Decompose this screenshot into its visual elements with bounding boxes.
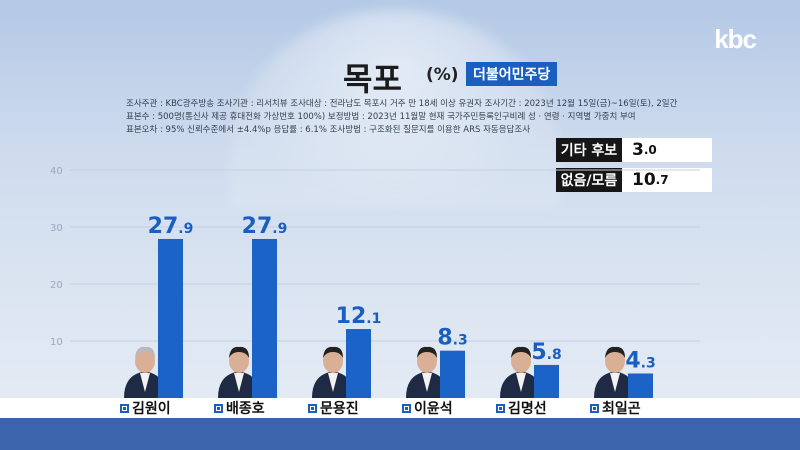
candidate-name-label: 이윤석 bbox=[414, 401, 453, 417]
bar-1 bbox=[158, 238, 183, 398]
unit-label: (%) bbox=[426, 65, 459, 85]
party-mark-icon bbox=[214, 403, 223, 413]
title-row: 목포 (%) 더불어민주당 bbox=[0, 54, 800, 98]
legend-box-label: 기타 후보 bbox=[556, 138, 622, 162]
candidate-name-label: 문용진 bbox=[320, 401, 359, 417]
bar-value-label: 12.1 bbox=[336, 304, 382, 329]
bar-3 bbox=[346, 329, 371, 398]
party-mark-icon bbox=[308, 403, 317, 413]
legend-box-none: 없음/모름 10.7 bbox=[556, 168, 712, 192]
candidate-name-label: 김명선 bbox=[508, 401, 547, 417]
bar-2 bbox=[252, 238, 277, 398]
bar-value-label: 8.3 bbox=[437, 326, 467, 351]
bar-value-label: 5.8 bbox=[531, 340, 561, 365]
legend-box-value: 10.7 bbox=[622, 168, 712, 192]
candidate-name-bar bbox=[0, 398, 800, 418]
candidate-photo bbox=[124, 346, 166, 398]
candidate-name-label: 최일곤 bbox=[602, 401, 641, 417]
bottom-band bbox=[0, 418, 800, 450]
candidate-name: 최일곤 bbox=[590, 398, 641, 418]
candidate-name: 김명선 bbox=[496, 398, 547, 418]
party-mark-icon bbox=[402, 403, 411, 413]
bar-value-label: 4.3 bbox=[625, 348, 655, 373]
candidate-photo bbox=[312, 346, 354, 398]
y-tick-label: 20 bbox=[50, 280, 63, 291]
party-mark-icon bbox=[590, 403, 599, 413]
legend-box-other: 기타 후보 3.0 bbox=[556, 138, 712, 162]
candidate-name: 배종호 bbox=[214, 398, 265, 418]
y-tick-label: 10 bbox=[50, 337, 63, 348]
y-tick-label: 30 bbox=[50, 223, 63, 234]
legend-box-label: 없음/모름 bbox=[556, 168, 622, 192]
bar-4 bbox=[440, 350, 465, 398]
party-mark-icon bbox=[120, 403, 129, 413]
candidate-photo bbox=[500, 346, 542, 398]
party-mark-icon bbox=[496, 403, 505, 413]
bar-value-label: 27.9 bbox=[242, 214, 288, 239]
y-tick-label: 40 bbox=[50, 166, 63, 177]
survey-info-line: 표본수 : 500명(통신사 제공 휴대전화 가상번호 100%) 보정방법 :… bbox=[126, 112, 636, 122]
bar-value-label: 27.9 bbox=[148, 214, 194, 239]
candidate-photo bbox=[406, 346, 448, 398]
party-badge: 더불어민주당 bbox=[466, 62, 558, 86]
page-title: 목포 bbox=[343, 60, 402, 98]
candidate-name-label: 배종호 bbox=[226, 401, 265, 417]
survey-info-line: 조사주관 : KBC광주방송 조사기관 : 리서치뷰 조사대상 : 전라남도 목… bbox=[126, 99, 678, 109]
kbc-logo: kbc bbox=[714, 24, 757, 54]
survey-info: 조사주관 : KBC광주방송 조사기관 : 리서치뷰 조사대상 : 전라남도 목… bbox=[126, 98, 706, 137]
candidate-name: 문용진 bbox=[308, 398, 359, 418]
survey-info-line: 표본오차 : 95% 신뢰수준에서 ±4.4%p 응답률 : 6.1% 조사방법… bbox=[126, 125, 531, 135]
candidate-name-label: 김원이 bbox=[132, 401, 171, 417]
bar-6 bbox=[628, 373, 653, 398]
legend-box-value: 3.0 bbox=[622, 138, 712, 162]
bar-5 bbox=[534, 364, 559, 398]
candidate-name: 김원이 bbox=[120, 398, 171, 418]
candidate-photo bbox=[594, 346, 636, 398]
candidate-photo bbox=[218, 346, 260, 398]
candidate-name: 이윤석 bbox=[402, 398, 453, 418]
